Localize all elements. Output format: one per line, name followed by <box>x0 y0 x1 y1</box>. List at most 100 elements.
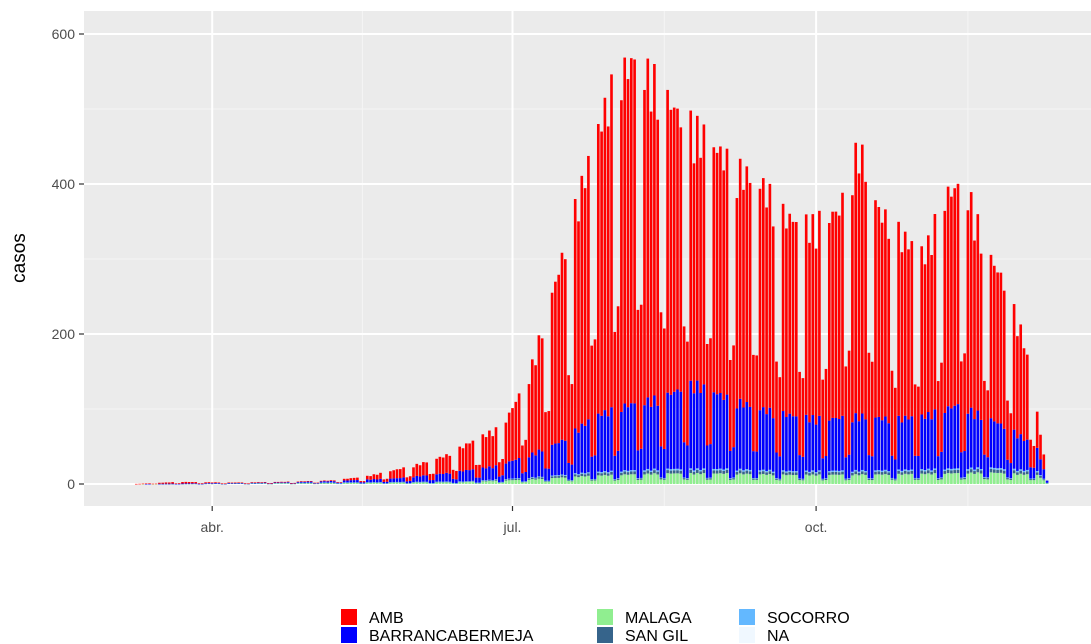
bar-segment-amb <box>884 209 887 417</box>
bar-segment-malaga <box>781 474 785 484</box>
bar-segment-malaga <box>1032 480 1036 484</box>
bar-segment-amb <box>580 175 584 424</box>
bar-segment-amb <box>1035 411 1039 448</box>
bar-segment-socorro <box>867 478 871 479</box>
bar-segment-socorro <box>504 479 508 480</box>
bar-segment-amb <box>359 481 363 483</box>
bar-segment-malaga <box>831 474 834 484</box>
bar-segment-amb <box>544 412 547 469</box>
bar-segment-barrancabermeja <box>699 393 702 470</box>
bar-segment-amb <box>603 97 607 411</box>
bar-segment-barrancabermeja <box>507 461 511 479</box>
bar-segment-socorro <box>474 482 478 484</box>
bar-segment-socorro <box>695 468 699 470</box>
bar-segment-amb <box>369 476 372 480</box>
bar-segment-amb <box>837 215 841 420</box>
bar-segment-barrancabermeja <box>798 455 801 479</box>
bar-segment-malaga <box>738 473 742 484</box>
bar-segment-socorro <box>590 479 594 480</box>
bar-segment-socorro <box>709 477 712 479</box>
bar-segment-socorro <box>992 467 996 470</box>
bar-segment-barrancabermeja <box>484 468 488 481</box>
bar-segment-barrancabermeja <box>461 471 465 482</box>
bar-segment-socorro <box>824 478 828 479</box>
legend-key <box>341 627 357 643</box>
bar-segment-malaga <box>851 475 854 484</box>
bar-segment-amb <box>986 390 990 458</box>
bar-segment-malaga <box>745 473 749 484</box>
bar-segment-barrancabermeja <box>1045 480 1049 483</box>
bar-segment-amb <box>431 473 435 481</box>
bar-segment-barrancabermeja <box>1029 467 1032 479</box>
bar-segment-amb <box>389 471 392 479</box>
bar-segment-san-gil <box>699 471 702 475</box>
bar-segment-barrancabermeja <box>494 465 498 480</box>
bar-segment-amb <box>524 439 528 472</box>
bar-segment-san-gil <box>636 478 640 480</box>
bar-segment-socorro <box>969 467 973 470</box>
bar-segment-malaga <box>811 474 815 484</box>
bar-segment-barrancabermeja <box>458 470 462 482</box>
bar-segment-socorro <box>801 478 805 480</box>
bar-segment-san-gil <box>854 471 858 475</box>
bar-segment-amb <box>306 481 310 482</box>
bar-segment-socorro <box>398 481 402 483</box>
bar-segment-socorro <box>603 471 607 473</box>
bar-segment-malaga <box>332 483 336 484</box>
x-tick-label: oct. <box>805 519 828 535</box>
bar-segment-barrancabermeja <box>841 415 844 471</box>
bar-segment-malaga <box>725 473 729 484</box>
bar-segment-barrancabermeja <box>735 408 739 471</box>
bar-segment-socorro <box>402 481 405 483</box>
bar-segment-socorro <box>613 479 617 480</box>
bar-segment-amb <box>134 483 138 485</box>
bar-segment-barrancabermeja <box>451 478 455 483</box>
bar-segment-socorro <box>349 482 353 483</box>
bar-segment-san-gil <box>590 479 594 481</box>
bar-segment-socorro <box>1035 470 1039 473</box>
bar-segment-socorro <box>293 483 297 485</box>
bar-segment-san-gil <box>851 472 854 476</box>
bar-segment-amb <box>752 354 755 452</box>
bar-segment-amb <box>560 252 564 440</box>
bar-segment-barrancabermeja <box>395 478 399 482</box>
bar-segment-amb <box>649 111 653 407</box>
bar-segment-socorro <box>600 472 603 474</box>
bar-segment-amb <box>781 203 785 412</box>
bar-segment-amb <box>874 200 877 418</box>
bar-segment-amb <box>395 469 399 479</box>
bar-segment-barrancabermeja <box>144 483 148 485</box>
bar-segment-amb <box>907 249 910 420</box>
bar-segment-barrancabermeja <box>181 483 184 485</box>
bar-segment-socorro <box>778 478 782 480</box>
bar-segment-amb <box>379 472 382 479</box>
bar-segment-amb <box>659 312 663 447</box>
legend-label: NA <box>767 628 790 644</box>
bar-segment-malaga <box>425 482 429 484</box>
bar-segment-barrancabermeja <box>210 483 214 484</box>
bar-segment-barrancabermeja <box>973 419 976 470</box>
bar-segment-barrancabermeja <box>946 406 950 469</box>
bar-segment-amb <box>154 483 158 485</box>
bar-segment-barrancabermeja <box>834 417 838 471</box>
bar-segment-barrancabermeja <box>204 483 207 484</box>
bar-segment-san-gil <box>517 478 521 480</box>
bar-segment-barrancabermeja <box>352 480 356 483</box>
bar-segment-socorro <box>329 482 333 483</box>
bar-segment-barrancabermeja <box>207 483 211 484</box>
bar-segment-san-gil <box>471 481 475 482</box>
bar-segment-barrancabermeja <box>682 442 686 478</box>
bar-segment-malaga <box>814 475 818 484</box>
bar-segment-barrancabermeja <box>788 413 792 471</box>
bar-segment-malaga <box>834 474 838 484</box>
bar-segment-socorro <box>913 477 917 479</box>
bar-segment-barrancabermeja <box>692 393 696 471</box>
bar-segment-san-gil <box>695 469 699 473</box>
bar-segment-amb <box>748 182 752 407</box>
bar-segment-malaga <box>804 474 808 484</box>
bar-segment-san-gil <box>742 471 745 475</box>
bar-segment-malaga <box>280 483 283 484</box>
bar-segment-amb <box>722 170 726 400</box>
bar-segment-amb <box>778 377 782 457</box>
bar-segment-san-gil <box>544 480 547 482</box>
